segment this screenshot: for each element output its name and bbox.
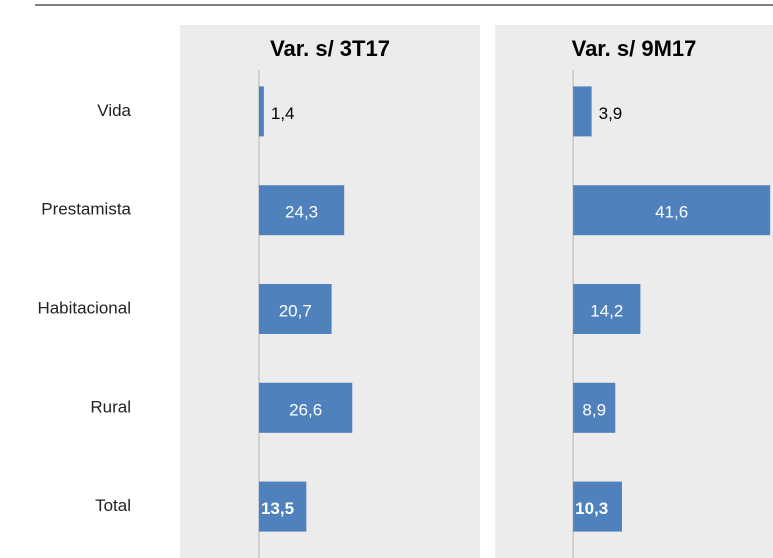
- bar: [573, 481, 622, 532]
- category-label: Rural: [90, 397, 131, 416]
- value-label: 20,7: [279, 301, 312, 320]
- value-label: 8,9: [582, 400, 606, 419]
- bar: [258, 481, 307, 532]
- category-label: Total: [95, 496, 131, 515]
- value-label: 14,2: [590, 301, 623, 320]
- value-label: 26,6: [289, 400, 322, 419]
- value-label: 24,3: [285, 203, 318, 222]
- bar: [258, 185, 345, 236]
- bar: [258, 86, 264, 137]
- value-label: 41,6: [655, 203, 688, 222]
- category-label: Habitacional: [37, 298, 131, 317]
- bar: [573, 382, 616, 433]
- value-label: 3,9: [599, 104, 623, 123]
- value-label: 10,3: [575, 499, 608, 518]
- bar: [573, 86, 592, 137]
- bar: [573, 284, 641, 334]
- bar: [258, 382, 353, 433]
- panel-title: Var. s/ 9M17: [572, 36, 697, 61]
- value-label: 13,5: [261, 499, 294, 518]
- category-label: Prestamista: [41, 200, 131, 219]
- value-label: 1,4: [271, 104, 295, 123]
- bar: [258, 284, 332, 334]
- category-label: Vida: [97, 101, 131, 120]
- bar: [573, 185, 771, 236]
- panel-title: Var. s/ 3T17: [270, 36, 390, 61]
